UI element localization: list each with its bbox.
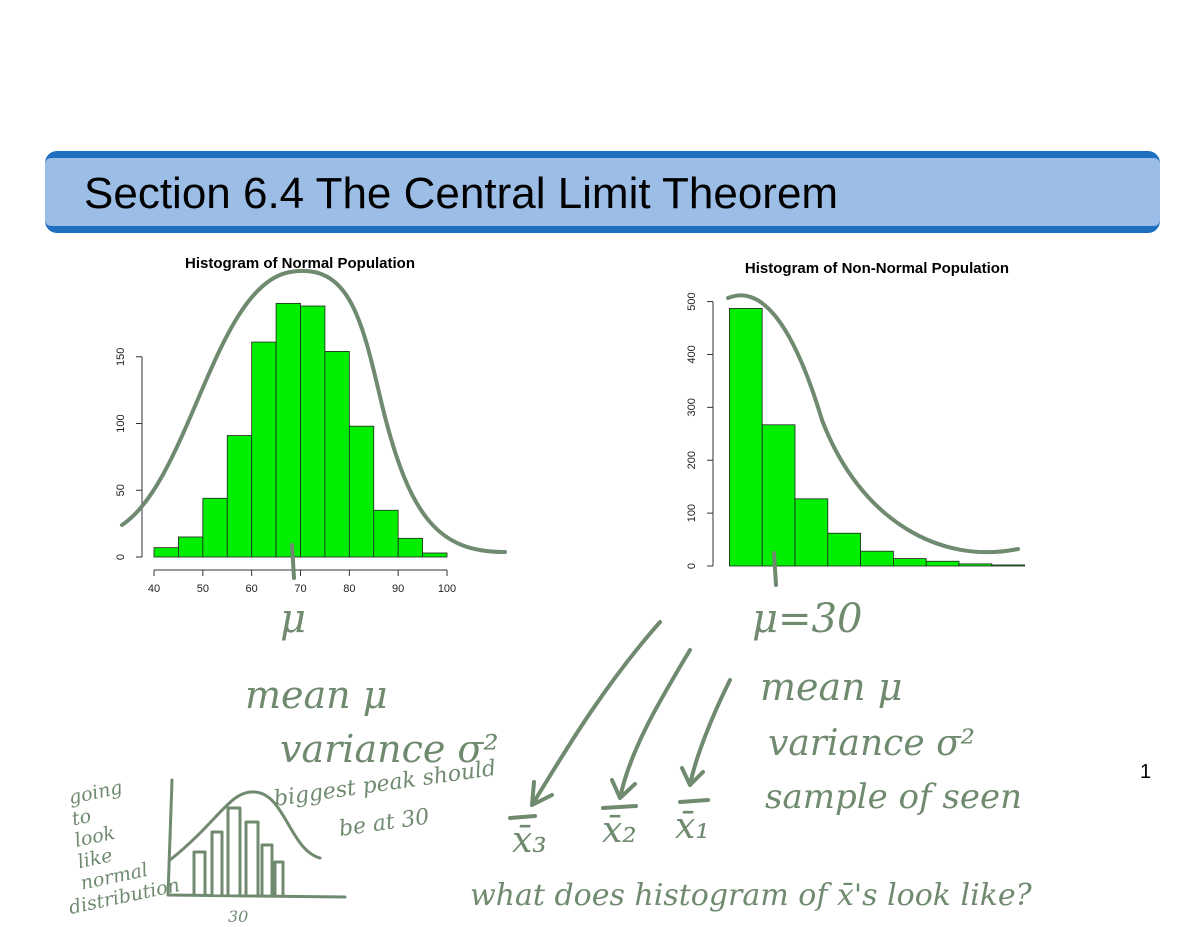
y-tick-label: 300 xyxy=(686,398,698,416)
mu-mark xyxy=(772,551,778,587)
bar-marks xyxy=(508,798,710,820)
bar xyxy=(925,560,960,567)
page-number: 1 xyxy=(1140,761,1151,783)
title-bar xyxy=(45,158,1160,226)
y-tick-label: 200 xyxy=(686,451,698,469)
skew-curve xyxy=(726,293,1020,555)
annotation: 30 xyxy=(228,907,248,926)
annotation: x̄₁ xyxy=(675,806,710,847)
mu-mark xyxy=(290,543,296,580)
x-tick-label: 60 xyxy=(246,583,258,595)
bar xyxy=(761,424,796,567)
y-tick-label: 150 xyxy=(115,348,127,366)
bar xyxy=(397,537,423,558)
annotation: going xyxy=(67,776,124,809)
bell-curve xyxy=(120,268,507,554)
annotation: μ=30 xyxy=(752,596,862,642)
chart-title: Histogram of Non-Normal Population xyxy=(745,260,1009,277)
y-tick-label: 50 xyxy=(115,484,127,496)
x-tick-label: 80 xyxy=(343,583,355,595)
x-tick-label: 40 xyxy=(148,583,160,595)
bar xyxy=(794,498,829,567)
annotation: variance σ² xyxy=(768,723,975,764)
bar xyxy=(893,558,927,567)
bar xyxy=(275,302,301,558)
x-tick-label: 100 xyxy=(438,583,456,595)
bar xyxy=(860,550,894,567)
bar xyxy=(729,308,763,567)
sketch xyxy=(166,778,347,899)
bar xyxy=(153,547,179,558)
x-tick-label: 50 xyxy=(197,583,209,595)
annotation: x̄₃ xyxy=(512,820,547,861)
bar xyxy=(251,341,277,558)
y-tick-label: 100 xyxy=(115,414,127,432)
bar xyxy=(422,552,448,558)
bar xyxy=(348,425,375,558)
bar xyxy=(958,563,993,567)
bar xyxy=(178,536,204,558)
handwriting: μ μ=30 mean μ variance σ² biggest peak s… xyxy=(67,268,1033,926)
bar xyxy=(300,305,326,558)
y-tick-label: 100 xyxy=(686,504,698,522)
charts: Histogram of Normal Population 0 50 100 150 4… xyxy=(115,255,1025,595)
annotation: x̄₂ xyxy=(602,810,637,851)
arrow xyxy=(530,620,662,807)
x-tick-label: 90 xyxy=(392,583,404,595)
y-tick-label: 0 xyxy=(686,563,698,569)
chart-title: Histogram of Normal Population xyxy=(185,255,415,272)
bar xyxy=(991,564,1025,567)
y-tick-label: 400 xyxy=(686,345,698,363)
bar xyxy=(324,351,350,558)
arrow xyxy=(610,648,692,800)
y-tick-label: 500 xyxy=(686,292,698,310)
annotation: sample of seen xyxy=(765,777,1022,817)
y-tick-label: 0 xyxy=(115,554,127,560)
annotation: μ xyxy=(280,596,306,642)
annotation: mean μ xyxy=(760,665,902,709)
annotation: to xyxy=(70,805,93,830)
bar xyxy=(202,497,228,558)
bar xyxy=(373,509,399,558)
bar xyxy=(827,532,861,567)
annotation: what does histogram of x̄'s look like? xyxy=(470,878,1033,913)
annotation: be at 30 xyxy=(337,805,431,842)
x-tick-label: 70 xyxy=(294,583,306,595)
bar xyxy=(226,435,253,558)
annotation: mean μ xyxy=(245,673,387,717)
annotation: variance σ² xyxy=(280,727,499,771)
arrow xyxy=(680,678,732,787)
slide-title: Section 6.4 The Central Limit Theorem xyxy=(84,169,838,218)
